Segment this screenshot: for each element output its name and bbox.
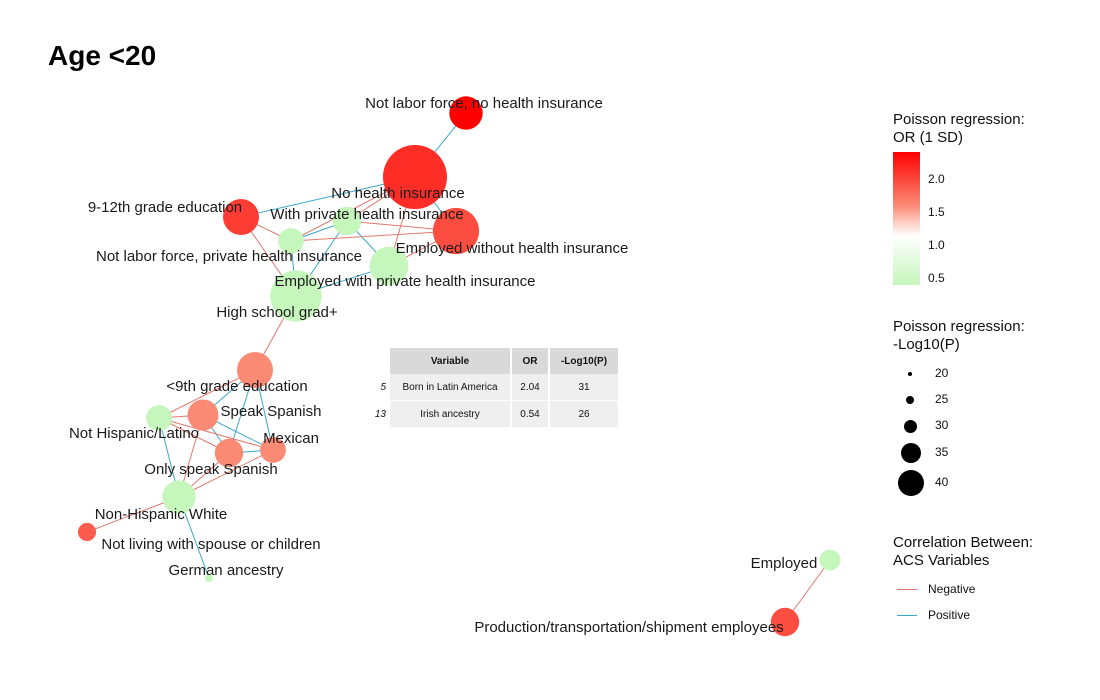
node-label: Only speak Spanish (144, 461, 277, 478)
legend-item-positive: Positive (893, 607, 1033, 625)
color-scale-bar (893, 152, 920, 285)
node-hs-grad (270, 270, 322, 322)
legend-item-negative: Negative (893, 581, 1033, 599)
summary-table: Variable OR -Log10(P) 5 Born in Latin Am… (372, 348, 620, 428)
edge-negative (178, 449, 274, 498)
node-not-hisp (146, 405, 172, 431)
node-label: <9th grade education (166, 378, 307, 395)
size-legend-row: 30 (893, 413, 973, 439)
node-label: Employed without health insurance (396, 240, 629, 257)
positive-line-icon (897, 615, 917, 616)
node-label: Production/transportation/shipment emplo… (474, 619, 783, 636)
node-german (205, 574, 213, 582)
size-dot-icon (901, 443, 921, 463)
size-dot-icon (904, 420, 917, 433)
node-employed (819, 549, 841, 571)
legend-color: Poisson regression: OR (1 SD) 2.0 1.5 1.… (893, 111, 1025, 285)
size-dot-icon (906, 396, 914, 404)
row-or: 2.04 (511, 374, 550, 401)
node-label: Non-Hispanic White (95, 506, 228, 523)
row-or: 0.54 (511, 400, 550, 428)
index-header (372, 348, 390, 374)
row-index: 13 (372, 400, 390, 428)
legend-size-title-line1: Poisson regression: (893, 318, 1025, 335)
node-label: Not labor force, private health insuranc… (96, 248, 362, 265)
legend-size-title-line2: -Log10(P) (893, 336, 960, 353)
size-legend-label: 40 (935, 475, 949, 489)
variable-header: Variable (390, 348, 512, 374)
size-legend-row: 20 (893, 361, 973, 387)
legend-color-title-line1: Poisson regression: (893, 111, 1025, 128)
nodes-layer (77, 96, 841, 637)
node-mexican (260, 437, 286, 463)
table-row: 13 Irish ancestry 0.54 26 (372, 400, 620, 428)
legend-correlation: Correlation Between: ACS Variables Negat… (893, 534, 1034, 622)
node-no-ins (383, 145, 447, 209)
legend-item-label: Positive (928, 608, 971, 622)
node-label: Not Hispanic/Latino (69, 425, 199, 442)
color-tick-label: 0.5 (928, 271, 945, 285)
node-label: 9-12th grade education (88, 199, 242, 216)
size-legend-label: 30 (935, 418, 949, 432)
row-pvalue: 31 (549, 374, 620, 401)
labels-layer: Not labor force, no health insurance No h… (69, 95, 817, 636)
edge-negative (158, 417, 274, 451)
size-legend-label: 25 (935, 392, 949, 406)
node-lt9 (237, 352, 273, 388)
node-label: Employed with private health insurance (275, 273, 536, 290)
node-label: Not labor force, no health insurance (365, 95, 603, 112)
node-emp-priv (369, 246, 409, 286)
pvalue-header: -Log10(P) (549, 348, 620, 374)
node-with-priv (332, 206, 362, 236)
node-label: With private health insurance (270, 206, 463, 223)
table-row: 5 Born in Latin America 2.04 31 (372, 374, 620, 401)
node-label: Not living with spouse or children (101, 536, 320, 553)
node-nh-white (162, 480, 196, 514)
node-label: Speak Spanish (221, 403, 322, 420)
node-label: Employed (751, 555, 818, 572)
size-legend-label: 20 (935, 366, 949, 380)
node-nlf-priv (278, 228, 304, 254)
node-label: German ancestry (168, 562, 284, 579)
legend-corr-title-line1: Correlation Between: (893, 534, 1034, 551)
negative-line-icon (897, 589, 917, 590)
node-nlf-no-ins (449, 96, 483, 130)
node-speak-sp (187, 399, 219, 431)
or-header: OR (511, 348, 550, 374)
size-dot-icon (908, 372, 912, 376)
size-legend-row: 35 (893, 440, 973, 466)
legend-item-label: Negative (928, 582, 976, 596)
plot-title: Age <20 (48, 40, 157, 71)
table-header-row: Variable OR -Log10(P) (372, 348, 620, 374)
color-tick-label: 2.0 (928, 172, 945, 186)
node-label: High school grad+ (216, 304, 338, 321)
legend-size: Poisson regression: -Log10(P) 20 25 30 3… (893, 318, 1025, 496)
edge-negative (290, 230, 457, 242)
node-g912 (223, 199, 259, 235)
size-legend-row: 40 (893, 470, 973, 496)
legend-corr-title-line2: ACS Variables (893, 552, 990, 569)
row-variable: Born in Latin America (390, 374, 512, 401)
node-label: No health insurance (331, 185, 464, 202)
row-index: 5 (372, 374, 390, 401)
size-legend-row: 25 (893, 387, 973, 413)
node-emp-no-ins (432, 207, 480, 255)
node-only-sp (214, 438, 244, 468)
node-label: Mexican (263, 430, 319, 447)
size-dot-icon (898, 470, 924, 496)
legend-color-title-line2: OR (1 SD) (893, 129, 964, 146)
row-pvalue: 26 (549, 400, 620, 428)
color-tick-label: 1.0 (928, 238, 945, 252)
size-legend-label: 35 (935, 445, 949, 459)
node-prod-trans (770, 607, 800, 637)
color-tick-label: 1.5 (928, 205, 945, 219)
node-not-living (77, 522, 97, 542)
row-variable: Irish ancestry (390, 400, 512, 428)
